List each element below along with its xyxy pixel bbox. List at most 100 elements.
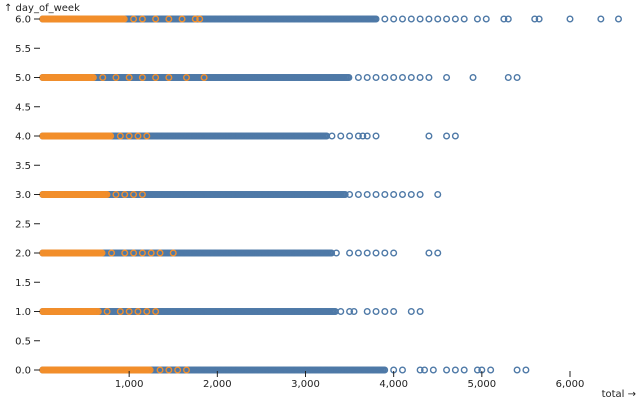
data-point [112, 190, 120, 198]
data-point [125, 308, 133, 316]
data-point [346, 249, 354, 257]
y-axis: 0.0 0.5 1.0 1.5 2.0 2.5 3.0 3.5 4.0 4.5 5.0 5.5 6.0 [15, 15, 40, 377]
data-point [103, 190, 111, 198]
data-point [354, 190, 362, 198]
data-point [416, 308, 424, 316]
data-point [504, 73, 512, 81]
data-point [513, 73, 521, 81]
data-point [482, 15, 490, 23]
data-point [146, 366, 154, 374]
data-point [531, 15, 539, 23]
y-tick-label: 5.0 [15, 73, 31, 84]
x-tick-label: 3,000 [291, 379, 320, 390]
data-point [130, 190, 138, 198]
data-point [416, 73, 424, 81]
data-point [121, 190, 129, 198]
data-point [434, 190, 442, 198]
data-point [381, 366, 389, 374]
data-point [473, 15, 481, 23]
data-point [346, 132, 354, 140]
data-point [381, 190, 389, 198]
data-point [363, 249, 371, 257]
data-point [381, 249, 389, 257]
data-point [407, 190, 415, 198]
y-tick-label: 3.0 [15, 190, 31, 201]
y-tick-label: 4.5 [15, 102, 31, 113]
data-point [138, 73, 146, 81]
data-point [597, 15, 605, 23]
data-point [363, 308, 371, 316]
data-point [500, 15, 508, 23]
data-point [390, 308, 398, 316]
data-point [522, 366, 530, 374]
data-point [381, 15, 389, 23]
data-point [354, 249, 362, 257]
data-point [421, 366, 429, 374]
data-point [134, 132, 142, 140]
data-point [337, 308, 345, 316]
data-point [443, 15, 451, 23]
data-point [337, 132, 345, 140]
y-tick-label: 4.0 [15, 132, 31, 143]
data-point [174, 366, 182, 374]
data-point [398, 366, 406, 374]
data-point [425, 249, 433, 257]
data-point [372, 73, 380, 81]
data-point [328, 249, 336, 257]
x-tick-label: 4,000 [379, 379, 408, 390]
data-point [89, 73, 97, 81]
y-tick-label: 0.5 [15, 336, 31, 347]
data-point [138, 15, 146, 23]
y-tick-label: 2.0 [15, 249, 31, 260]
data-point [138, 190, 146, 198]
data-point [182, 73, 190, 81]
data-point [429, 366, 437, 374]
data-point [425, 132, 433, 140]
data-point [504, 15, 512, 23]
data-point [169, 249, 177, 257]
data-point [416, 15, 424, 23]
data-point [147, 249, 155, 257]
data-point [165, 366, 173, 374]
data-point [425, 15, 433, 23]
data-point [165, 73, 173, 81]
data-point [390, 190, 398, 198]
data-point [407, 15, 415, 23]
data-point [328, 132, 336, 140]
data-point [130, 15, 138, 23]
data-point [196, 15, 204, 23]
data-point [165, 15, 173, 23]
data-point [359, 132, 367, 140]
data-point [614, 15, 622, 23]
data-point [535, 15, 543, 23]
data-point [460, 15, 468, 23]
data-point [434, 249, 442, 257]
data-point [341, 190, 349, 198]
data-point [372, 190, 380, 198]
data-point [416, 190, 424, 198]
data-point [443, 132, 451, 140]
data-point [469, 73, 477, 81]
x-tick-label: 2,000 [203, 379, 232, 390]
data-point [372, 15, 380, 23]
series-1 [39, 15, 208, 374]
data-point [108, 249, 116, 257]
data-point [112, 73, 120, 81]
data-point [130, 249, 138, 257]
data-point [125, 73, 133, 81]
data-point [407, 73, 415, 81]
data-point [381, 308, 389, 316]
x-tick-label: 6,000 [556, 379, 585, 390]
data-point [473, 366, 481, 374]
data-point [156, 366, 164, 374]
x-axis-label: total → [602, 389, 636, 400]
data-point [354, 132, 362, 140]
data-point [451, 15, 459, 23]
data-point [143, 308, 151, 316]
y-tick-label: 1.0 [15, 307, 31, 318]
data-point [143, 132, 151, 140]
data-point [156, 249, 164, 257]
data-point [354, 73, 362, 81]
data-point [182, 366, 190, 374]
x-tick-label: 5,000 [468, 379, 497, 390]
